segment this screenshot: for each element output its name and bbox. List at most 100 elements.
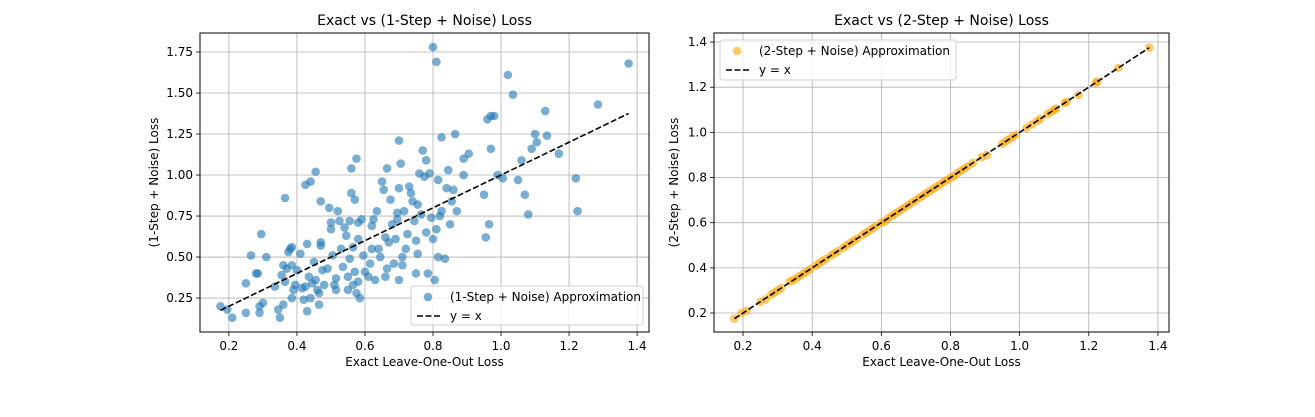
data-point	[593, 100, 603, 109]
data-point	[532, 137, 542, 147]
data-point	[352, 154, 361, 163]
data-point	[314, 288, 324, 298]
y-tick-label: 1.75	[166, 45, 193, 59]
data-point	[523, 210, 533, 219]
data-point	[384, 237, 394, 247]
data-point	[326, 218, 336, 227]
data-point	[425, 169, 434, 178]
data-point	[444, 165, 453, 175]
legend-box	[719, 39, 957, 81]
reference-line-y-equals-x	[733, 47, 1150, 320]
data-point	[350, 267, 360, 277]
data-point	[433, 175, 443, 185]
data-point	[389, 259, 399, 268]
chart-title: Exact vs (1-Step + Noise) Loss	[317, 13, 532, 29]
data-point	[513, 175, 523, 185]
data-point	[498, 174, 508, 183]
data-point	[481, 233, 491, 242]
data-point	[253, 269, 263, 278]
x-tick-label: 1.4	[628, 339, 647, 353]
data-point	[428, 42, 438, 52]
legend-marker	[423, 292, 433, 302]
data-point	[299, 295, 309, 304]
data-point	[433, 252, 443, 262]
data-point	[331, 274, 341, 283]
y-tick-label: 0.50	[166, 250, 193, 264]
data-point	[409, 216, 419, 226]
x-axis-label: Exact Leave-One-Out Loss	[862, 355, 1021, 369]
x-tick-label: 0.6	[872, 339, 891, 353]
x-tick-label: 1.0	[1010, 339, 1029, 353]
data-point	[364, 272, 373, 282]
data-point	[403, 229, 412, 239]
data-point	[375, 252, 385, 262]
data-point	[326, 224, 336, 234]
data-point	[241, 278, 251, 288]
legend: (2-Step + Noise) Approximation y = x	[719, 39, 957, 81]
data-point	[335, 216, 344, 226]
data-point	[540, 106, 550, 116]
data-point	[347, 164, 356, 173]
y-axis-label: (1-Step + Noise) Loss	[147, 118, 161, 248]
axes-frame	[713, 32, 1170, 333]
data-point	[449, 185, 458, 195]
data-point	[341, 231, 351, 241]
data-point	[571, 174, 581, 183]
y-tick-label: 0.6	[688, 216, 707, 230]
plot-area	[730, 43, 1154, 323]
y-tick-label: 0.4	[688, 261, 707, 275]
data-point	[287, 242, 297, 252]
data-point	[479, 190, 489, 200]
data-point	[350, 195, 360, 204]
plot-area	[216, 42, 633, 323]
data-point	[391, 234, 400, 244]
data-point	[324, 203, 334, 213]
data-point	[275, 313, 285, 323]
data-point	[421, 155, 431, 165]
x-tick-label: 0.6	[355, 339, 374, 353]
data-point	[982, 150, 992, 160]
x-tick-label: 0.8	[941, 339, 960, 353]
data-point	[246, 251, 256, 260]
reference-line-y-equals-x	[220, 112, 629, 312]
data-point	[517, 155, 526, 165]
data-point	[392, 215, 402, 224]
y-tick-label: 1.25	[166, 127, 193, 141]
legend-label: (2-Step + Noise) Approximation	[759, 44, 950, 58]
data-point	[262, 252, 271, 262]
legend-box	[410, 285, 644, 326]
x-tick-label: 1.0	[491, 339, 510, 353]
data-point	[374, 244, 383, 254]
data-point	[241, 308, 251, 318]
subplot-1: 0.2 0.4 0.6 0.8 1.0 1.2 1.4 0.25 0.50 0.75 1.00 1.2…	[147, 13, 650, 369]
data-point	[319, 280, 329, 290]
legend-label: (1-Step + Noise) Approximation	[450, 290, 641, 304]
x-axis-label: Exact Leave-One-Out Loss	[345, 355, 504, 369]
data-point	[404, 182, 414, 191]
data-point	[452, 206, 462, 216]
data-point	[372, 206, 382, 216]
data-point	[413, 249, 422, 259]
y-tick-label: 1.4	[688, 35, 707, 49]
data-point	[440, 254, 450, 263]
chart-title: Exact vs (2-Step + Noise) Loss	[834, 13, 1049, 29]
data-point	[520, 190, 530, 200]
data-point	[442, 183, 451, 193]
y-tick-label: 0.8	[688, 171, 707, 185]
data-point	[277, 270, 286, 280]
axes-frame	[199, 32, 650, 333]
data-point	[345, 216, 354, 226]
subplot-2: 0.2 0.4 0.6 0.8 1.0 1.2 1.4 0.2 0.4 0.6 0.8 1.0 1.2 1…	[667, 13, 1170, 369]
legend-label: y = x	[450, 309, 482, 323]
data-point	[367, 244, 377, 254]
x-tick-label: 1.2	[560, 339, 579, 353]
data-point	[314, 300, 324, 309]
data-point	[338, 262, 348, 272]
data-point	[430, 275, 440, 285]
data-point	[450, 129, 460, 139]
data-point	[484, 219, 494, 229]
data-point	[411, 236, 421, 245]
data-point	[432, 57, 441, 67]
data-point	[343, 272, 353, 282]
data-point	[340, 223, 349, 232]
